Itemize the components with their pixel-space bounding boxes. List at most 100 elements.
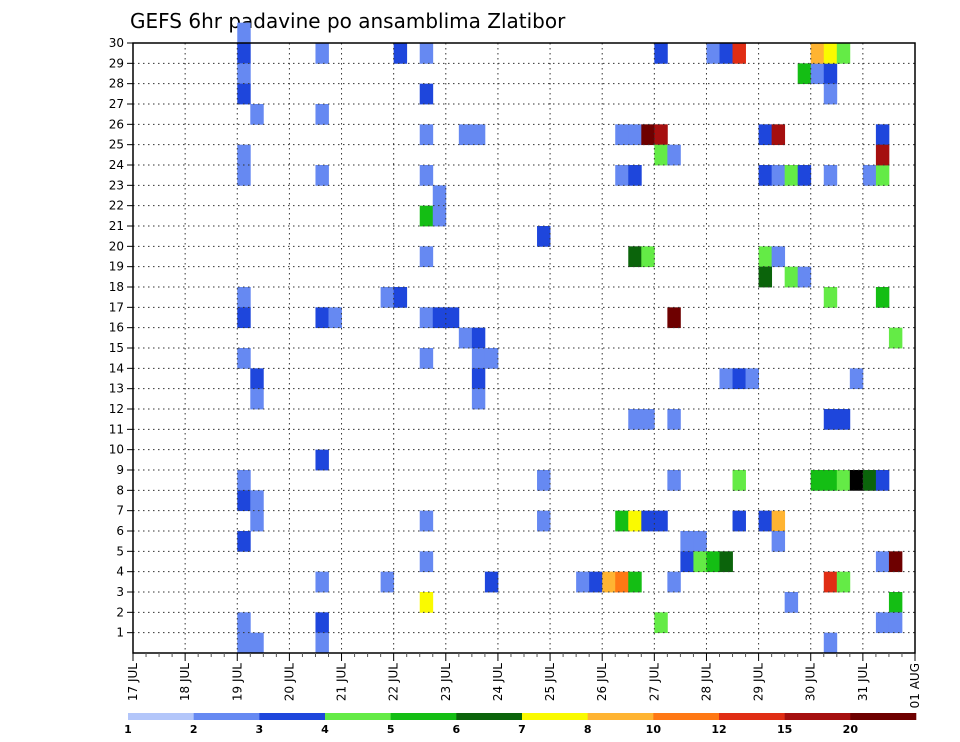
heatmap-cell [654,43,668,64]
heatmap-cell [654,612,668,634]
y-tick-label: 2 [116,605,124,619]
heatmap-cell [875,165,890,186]
heatmap-cell [602,571,616,593]
heatmap-cell [784,592,799,613]
x-tick-label: 24 JUL [491,663,505,701]
heatmap-cell [419,551,434,573]
heatmap-cell [667,144,681,166]
chart-title: GEFS 6hr padavine po ansamblima Zlatibor [130,9,566,33]
heatmap-cell [719,368,733,390]
heatmap-cell [888,327,903,349]
heatmap-cell [458,124,473,146]
heatmap-cell [823,632,838,654]
heatmap-cell [667,571,681,593]
heatmap-cell [432,307,447,329]
heatmap-cell [758,246,773,268]
x-tick-label: 26 JUL [595,663,609,701]
heatmap-cell [823,83,838,105]
heatmap-cell [237,307,251,329]
colorbar-label: 7 [518,723,526,736]
y-tick-label: 15 [109,341,124,355]
y-tick-label: 3 [116,585,124,599]
heatmap-cell [771,531,786,552]
heatmap-cell [380,287,395,308]
x-tick-label: 19 JUL [230,663,244,701]
heatmap-cell [237,490,251,512]
heatmap-cell [615,124,629,146]
heatmap-cell [654,510,668,532]
heatmap-cell [706,43,720,64]
y-tick-label: 23 [109,178,124,192]
y-tick-label: 7 [116,504,124,518]
heatmap-cell [315,43,329,64]
heatmap-cell [237,83,251,105]
colorbar-label: 3 [256,723,264,736]
heatmap-cell [758,510,773,532]
heatmap-cell [641,409,655,430]
heatmap-cell [237,348,251,369]
y-tick-label: 29 [109,56,124,70]
heatmap-cell [484,571,499,593]
x-tick-label: 29 JUL [752,663,766,701]
heatmap-cell [615,571,629,593]
heatmap-cell [823,43,838,64]
x-tick-label: 31 JUL [856,663,870,701]
heatmap-cell [641,246,655,268]
x-tick-label: 22 JUL [387,663,401,701]
heatmap-cell [432,185,447,207]
heatmap-cell [797,165,812,186]
heatmap-cell [237,144,251,166]
y-tick-label: 12 [109,402,124,416]
heatmap-cell [732,43,746,64]
x-tick-label: 28 JUL [699,663,713,701]
heatmap-cell [771,246,786,268]
heatmap-cell [654,124,668,146]
heatmap-cell [810,43,825,64]
heatmap-cell [823,571,838,593]
heatmap-cell [250,490,264,512]
heatmap-cell [419,165,434,186]
heatmap-cell [823,287,838,308]
heatmap-cell [250,510,264,532]
heatmap-cell [237,63,251,85]
colorbar-label: 2 [190,723,198,736]
y-tick-label: 18 [109,280,124,294]
y-tick-label: 13 [109,382,124,396]
y-tick-label: 20 [109,239,124,253]
y-tick-label: 22 [109,199,124,213]
heatmap-cell [758,266,773,288]
heatmap-cell [641,124,655,146]
heatmap-cell [680,531,694,552]
x-tick-label: 30 JUL [804,663,818,701]
heatmap-cell [445,307,460,329]
heatmap-cell [836,43,851,64]
heatmap-cell [719,43,733,64]
heatmap-cell [432,205,447,227]
heatmap-cell [810,470,825,491]
heatmap-cell [875,124,890,146]
heatmap-cell [771,124,786,146]
heatmap-cell [315,632,329,654]
heatmap-cell [810,63,825,85]
colorbar-segment [587,713,654,720]
heatmap-cell [471,388,486,410]
heatmap-cell [758,124,773,146]
heatmap-cell [237,632,251,654]
heatmap-cell [771,510,786,532]
heatmap-cell [537,510,551,532]
heatmap-cell [797,266,812,288]
heatmap-cell [875,612,890,634]
heatmap-cell [667,307,681,329]
heatmap-cell [471,124,486,146]
colorbar-label: 1 [124,723,132,736]
heatmap-cell [888,612,903,634]
x-tick-label: 23 JUL [439,663,453,701]
y-tick-label: 14 [109,361,124,375]
heatmap-cell [628,510,642,532]
heatmap-cell [250,104,264,125]
heatmap-cell [419,510,434,532]
x-tick-label: 17 JUL [126,663,140,701]
colorbar-label: 8 [584,723,592,736]
heatmap-cell [823,63,838,85]
y-tick-label: 9 [116,463,124,477]
